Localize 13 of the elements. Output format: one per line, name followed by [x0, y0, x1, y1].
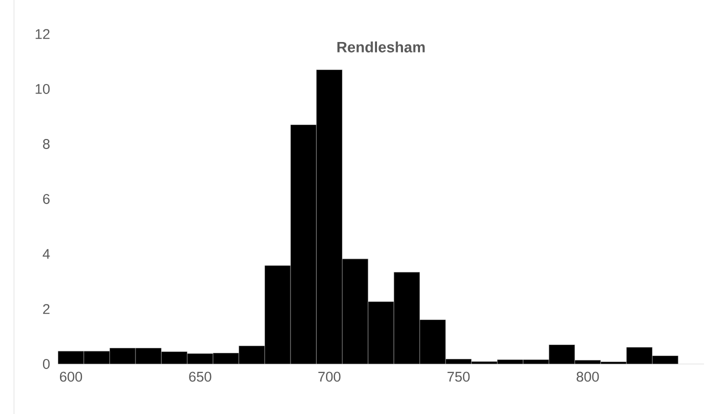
- chart-title: Rendlesham: [337, 41, 425, 52]
- x-tick-label: 800: [576, 372, 599, 382]
- x-tick-label: 600: [60, 372, 82, 382]
- y-tick-label: 8: [43, 139, 50, 149]
- y-tick-label: 10: [36, 84, 50, 94]
- y-tick-label: 0: [42, 359, 50, 369]
- y-tick-label: 2: [43, 304, 50, 314]
- y-tick-label: 12: [36, 29, 50, 39]
- x-tick-label: 750: [448, 372, 470, 382]
- y-tick-label: 6: [43, 194, 50, 204]
- x-tick-label: 700: [318, 372, 340, 382]
- x-tick-label: 650: [189, 372, 212, 382]
- y-tick-label: 4: [42, 249, 50, 259]
